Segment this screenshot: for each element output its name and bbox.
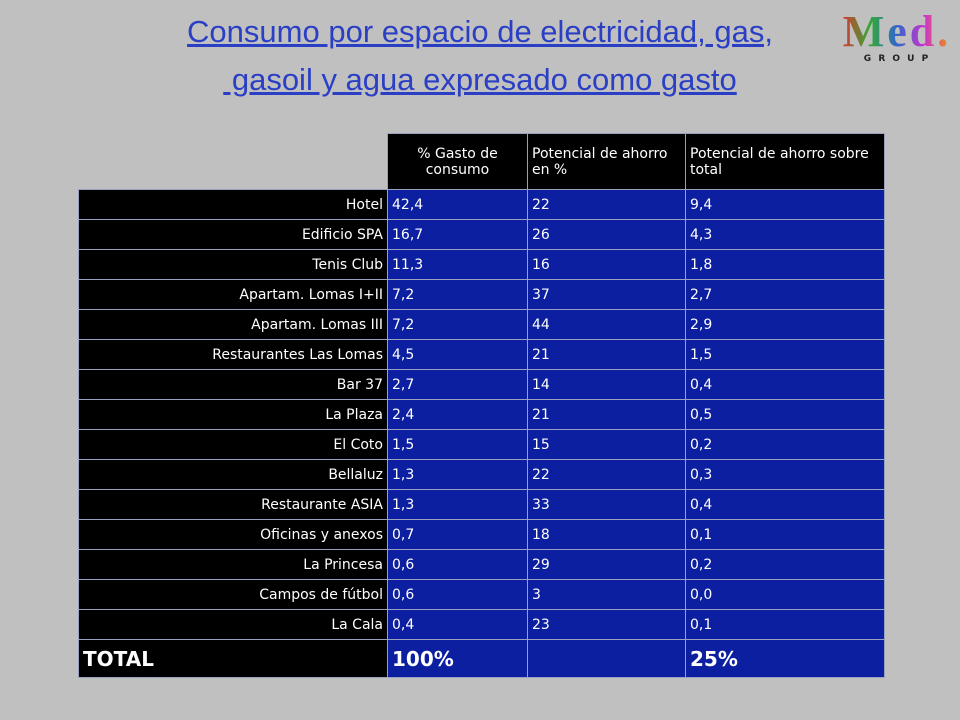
table-row: Oficinas y anexos 0,7 18 0,1 — [78, 519, 885, 550]
table-cell: 1,5 — [387, 429, 528, 460]
table-row: Edificio SPA 16,7 26 4,3 — [78, 219, 885, 250]
total-row: TOTAL 100% 25% — [78, 639, 885, 678]
table-cell: 0,4 — [387, 609, 528, 640]
table-cell: 22 — [527, 459, 686, 490]
table-cell: 23 — [527, 609, 686, 640]
table-row: La Princesa 0,6 29 0,2 — [78, 549, 885, 580]
title: Consumo por espacio de electricidad, gas… — [187, 14, 773, 49]
table-cell: 16 — [527, 249, 686, 280]
logo: Med. G R O U P — [842, 7, 952, 65]
header-cell: Potencial de ahorro sobre total — [685, 133, 885, 190]
table-cell: Apartam. Lomas III — [78, 309, 388, 340]
table-cell: Campos de fútbol — [78, 579, 388, 610]
table: % Gasto de consumo Potencial de ahorro en… — [78, 133, 885, 678]
table-cell: 21 — [527, 399, 686, 430]
total-cell: 25% — [685, 639, 885, 678]
table-row: La Plaza 2,4 21 0,5 — [78, 399, 885, 430]
table-row: Restaurantes Las Lomas 4,5 21 1,5 — [78, 339, 885, 370]
table-row: Campos de fútbol 0,6 3 0,0 — [78, 579, 885, 610]
table-cell: Oficinas y anexos — [78, 519, 388, 550]
table-cell: Restaurantes Las Lomas — [78, 339, 388, 370]
table-cell: 2,7 — [387, 369, 528, 400]
table-cell: 44 — [527, 309, 686, 340]
table-cell: 15 — [527, 429, 686, 460]
table-cell: Bellaluz — [78, 459, 388, 490]
table-cell: 0,1 — [685, 609, 885, 640]
table-cell: Bar 37 — [78, 369, 388, 400]
header-cell — [78, 133, 388, 190]
table-row: El Coto 1,5 15 0,2 — [78, 429, 885, 460]
table-cell: 0,4 — [685, 489, 885, 520]
table-cell: La Plaza — [78, 399, 388, 430]
table-cell: 18 — [527, 519, 686, 550]
table-cell: 0,3 — [685, 459, 885, 490]
table-cell: 0,4 — [685, 369, 885, 400]
table-cell: 2,9 — [685, 309, 885, 340]
header-row: % Gasto de consumo Potencial de ahorro en… — [78, 133, 885, 190]
table-cell: 1,3 — [387, 459, 528, 490]
table-row: Bar 37 2,7 14 0,4 — [78, 369, 885, 400]
table-cell: 22 — [527, 189, 686, 220]
header-cell: % Gasto de consumo — [387, 133, 528, 190]
table-cell: 0,0 — [685, 579, 885, 610]
table-cell: 21 — [527, 339, 686, 370]
table-cell: Tenis Club — [78, 249, 388, 280]
logo-name: Med. — [842, 7, 952, 56]
table-cell: 26 — [527, 219, 686, 250]
table-cell: 9,4 — [685, 189, 885, 220]
header-cell: Potencial de ahorro en % — [527, 133, 686, 190]
table-row: Restaurante ASIA 1,3 33 0,4 — [78, 489, 885, 520]
table-cell: El Coto — [78, 429, 388, 460]
table-row: Tenis Club 11,3 16 1,8 — [78, 249, 885, 280]
table-cell: 0,5 — [685, 399, 885, 430]
table-cell: 0,1 — [685, 519, 885, 550]
table-cell: La Princesa — [78, 549, 388, 580]
total-cell: 100% — [387, 639, 528, 678]
table-cell: 2,4 — [387, 399, 528, 430]
table-cell: 0,6 — [387, 549, 528, 580]
table-cell: 1,8 — [685, 249, 885, 280]
table-cell: 33 — [527, 489, 686, 520]
table-cell: Apartam. Lomas I+II — [78, 279, 388, 310]
total-cell: TOTAL — [78, 639, 388, 678]
table-cell: Edificio SPA — [78, 219, 388, 250]
table-cell: 16,7 — [387, 219, 528, 250]
table-cell: Restaurante ASIA — [78, 489, 388, 520]
table-cell: 29 — [527, 549, 686, 580]
table-cell: 4,5 — [387, 339, 528, 370]
table-cell: 7,2 — [387, 309, 528, 340]
table-row: Apartam. Lomas I+II 7,2 37 2,7 — [78, 279, 885, 310]
table-cell: La Cala — [78, 609, 388, 640]
table-cell: 1,3 — [387, 489, 528, 520]
title: gasoil y agua expresado como gasto — [223, 62, 737, 97]
table-cell: 2,7 — [685, 279, 885, 310]
table-row: Bellaluz 1,3 22 0,3 — [78, 459, 885, 490]
table-cell: 42,4 — [387, 189, 528, 220]
table-cell: 7,2 — [387, 279, 528, 310]
table-cell: 0,7 — [387, 519, 528, 550]
table-cell: 37 — [527, 279, 686, 310]
logo-sub: G R O U P — [863, 54, 931, 64]
table-cell: 1,5 — [685, 339, 885, 370]
table-cell: 14 — [527, 369, 686, 400]
table-row: La Cala 0,4 23 0,1 — [78, 609, 885, 640]
table-row: Hotel 42,4 22 9,4 — [78, 189, 885, 220]
total-cell — [527, 639, 686, 678]
table-cell: 11,3 — [387, 249, 528, 280]
table-cell: Hotel — [78, 189, 388, 220]
table-cell: 0,6 — [387, 579, 528, 610]
table-cell: 0,2 — [685, 429, 885, 460]
table-cell: 3 — [527, 579, 686, 610]
table-row: Apartam. Lomas III 7,2 44 2,9 — [78, 309, 885, 340]
table-cell: 4,3 — [685, 219, 885, 250]
table-cell: 0,2 — [685, 549, 885, 580]
